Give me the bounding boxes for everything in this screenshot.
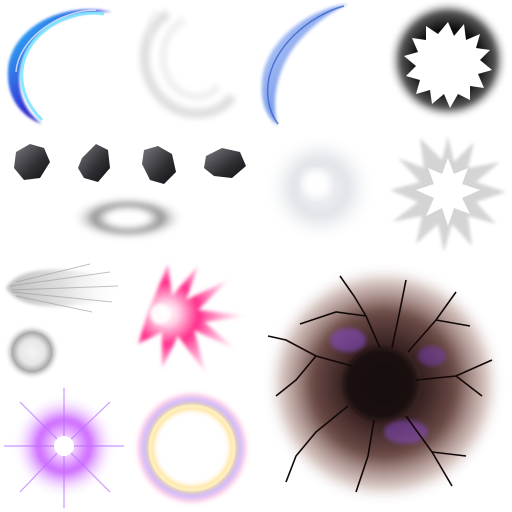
black-burst-ring-sprite — [384, 0, 512, 128]
cracked-crater-decal-sprite — [256, 256, 512, 512]
white-smoke-swirl-sprite — [128, 0, 256, 128]
rock-4 — [204, 148, 246, 178]
blue-slash-arc-sprite — [0, 0, 128, 128]
white-dust-puff-sprite — [256, 128, 384, 256]
rock-debris-sprite — [0, 128, 256, 192]
rock-2 — [78, 144, 110, 182]
purple-star-flash-sprite — [0, 384, 128, 512]
light-blue-slash-arc-sprite — [256, 0, 384, 128]
white-star-burst-sprite — [384, 128, 512, 256]
gray-speed-streak-sprite — [0, 256, 128, 320]
rainbow-halo-ring-sprite — [128, 384, 256, 512]
gray-lens-smoke-sprite — [64, 192, 192, 256]
rock-1 — [14, 144, 50, 180]
gray-glow-ring-sprite — [0, 320, 64, 384]
pink-impact-spark-sprite — [128, 256, 256, 384]
rock-3 — [142, 146, 176, 184]
